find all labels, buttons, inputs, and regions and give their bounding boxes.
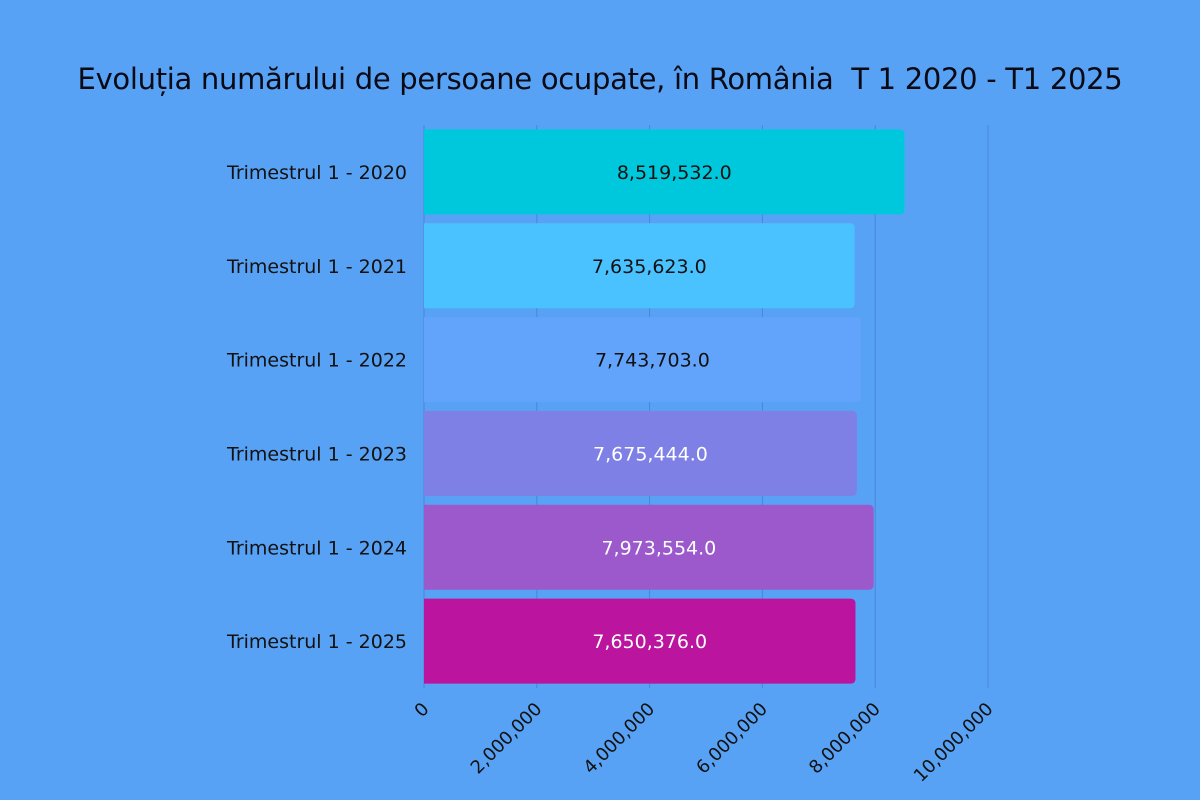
x-tick-label: 0 bbox=[411, 699, 434, 722]
x-tick-label: 6,000,000 bbox=[692, 699, 772, 779]
bar-value-label: 7,635,623.0 bbox=[592, 256, 707, 278]
bar-value-label: 8,519,532.0 bbox=[617, 162, 732, 184]
bar bbox=[424, 598, 856, 684]
bar bbox=[424, 410, 857, 496]
bar-value-label: 7,650,376.0 bbox=[592, 631, 707, 653]
x-tick-label: 4,000,000 bbox=[580, 699, 660, 779]
bar-value-label: 7,743,703.0 bbox=[595, 350, 710, 372]
category-label: Trimestrul 1 - 2022 bbox=[226, 350, 407, 372]
category-label: Trimestrul 1 - 2021 bbox=[226, 256, 407, 278]
bar bbox=[424, 317, 861, 403]
category-label: Trimestrul 1 - 2020 bbox=[226, 162, 407, 184]
x-tick-label: 8,000,000 bbox=[805, 699, 885, 779]
bar bbox=[424, 223, 855, 309]
category-label: Trimestrul 1 - 2024 bbox=[226, 537, 407, 559]
x-tick-label: 10,000,000 bbox=[910, 699, 998, 787]
category-label: Trimestrul 1 - 2025 bbox=[226, 631, 407, 653]
category-label: Trimestrul 1 - 2023 bbox=[226, 443, 407, 465]
bar bbox=[424, 504, 874, 590]
x-tick-label: 2,000,000 bbox=[467, 699, 547, 779]
chart-title: Evoluția numărului de persoane ocupate, … bbox=[77, 62, 1123, 96]
bar-value-label: 7,675,444.0 bbox=[593, 443, 708, 465]
bar-value-label: 7,973,554.0 bbox=[601, 537, 716, 559]
bar bbox=[424, 129, 905, 215]
